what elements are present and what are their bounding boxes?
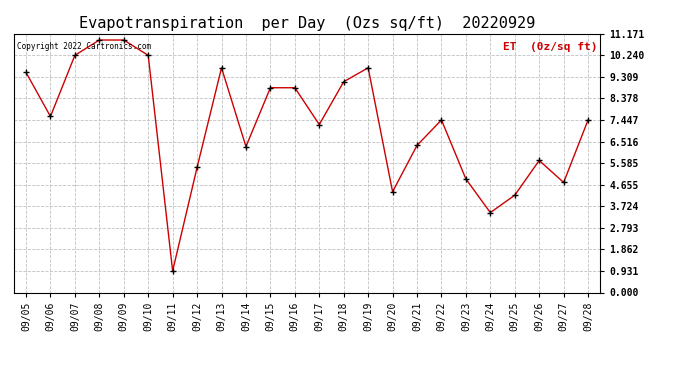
Text: ET  (0z/sq ft): ET (0z/sq ft) (503, 42, 598, 51)
Text: Copyright 2022 Cartronics.com: Copyright 2022 Cartronics.com (17, 42, 151, 51)
Title: Evapotranspiration  per Day  (Ozs sq/ft)  20220929: Evapotranspiration per Day (Ozs sq/ft) 2… (79, 16, 535, 31)
